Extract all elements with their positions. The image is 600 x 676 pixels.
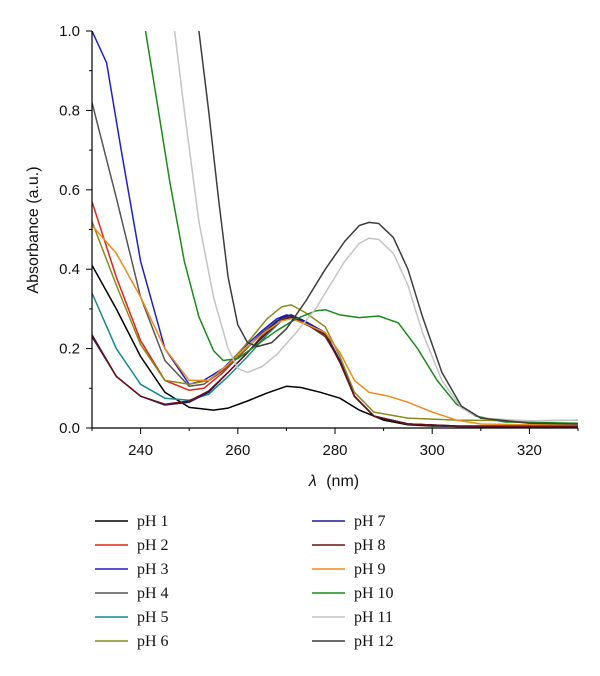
- legend-label: pH 11: [354, 609, 393, 626]
- x-tick-label: 300: [420, 442, 445, 459]
- legend-item: pH 7: [312, 513, 386, 530]
- legend-item: pH 6: [95, 633, 169, 650]
- x-tick-label: 320: [517, 442, 542, 459]
- y-tick-label: 0.6: [59, 182, 80, 199]
- series-line-1: [92, 264, 578, 428]
- y-tick-label: 1.0: [59, 23, 80, 40]
- x-tick-label: 280: [322, 442, 347, 459]
- y-tick-label: 0.0: [59, 420, 80, 437]
- tick-labels: 0.0 0.2 0.4 0.6 0.8 1.0 240 260 280 300 320: [59, 23, 542, 459]
- x-axis-label: λ (nm): [308, 473, 359, 490]
- y-tick-label: 0.2: [59, 341, 80, 358]
- series-line-12: [198, 31, 578, 425]
- legend-item: pH 9: [312, 561, 386, 578]
- legend-item: pH 4: [95, 585, 169, 602]
- series-line-7: [92, 314, 578, 428]
- legend-label: pH 9: [354, 561, 386, 578]
- series-line-9: [92, 225, 578, 426]
- legend-item: pH 12: [312, 633, 394, 650]
- legend-label: pH 10: [354, 585, 394, 602]
- legend-item: pH 5: [95, 609, 169, 626]
- legend-label: pH 12: [354, 633, 394, 650]
- series-line-10: [144, 31, 578, 424]
- legend-item: pH 8: [312, 537, 386, 554]
- legend-label: pH 1: [137, 513, 169, 530]
- x-tick-label: 240: [128, 442, 153, 459]
- axes: [91, 31, 578, 429]
- legend-label: pH 3: [137, 561, 169, 578]
- legend-label: pH 7: [354, 513, 386, 530]
- legend-item: pH 2: [95, 537, 169, 554]
- series-layer: [92, 31, 578, 428]
- legend: pH 1 pH 2 pH 3 pH 4 pH 5 pH 6 pH 7 pH 8 pH 9 pH 1…: [95, 513, 394, 650]
- series-line-11: [173, 31, 578, 422]
- legend-item: pH 10: [312, 585, 394, 602]
- legend-item: pH 3: [95, 561, 169, 578]
- y-tick-label: 0.8: [59, 102, 80, 119]
- legend-label: pH 5: [137, 609, 169, 626]
- legend-label: pH 6: [137, 633, 169, 650]
- legend-label: pH 4: [137, 585, 169, 602]
- y-tick-label: 0.4: [59, 261, 80, 278]
- legend-label: pH 8: [354, 537, 386, 554]
- legend-item: pH 11: [312, 609, 393, 626]
- y-axis-label: Absorbance (a.u.): [25, 166, 42, 293]
- legend-label: pH 2: [137, 537, 169, 554]
- series-line-8: [92, 316, 578, 428]
- x-axis-label-unit: (nm): [326, 473, 359, 490]
- x-axis-label-symbol: λ: [308, 473, 317, 490]
- x-tick-label: 260: [225, 442, 250, 459]
- series-line-3: [92, 31, 578, 428]
- series-line-6: [92, 221, 578, 422]
- legend-item: pH 1: [95, 513, 169, 530]
